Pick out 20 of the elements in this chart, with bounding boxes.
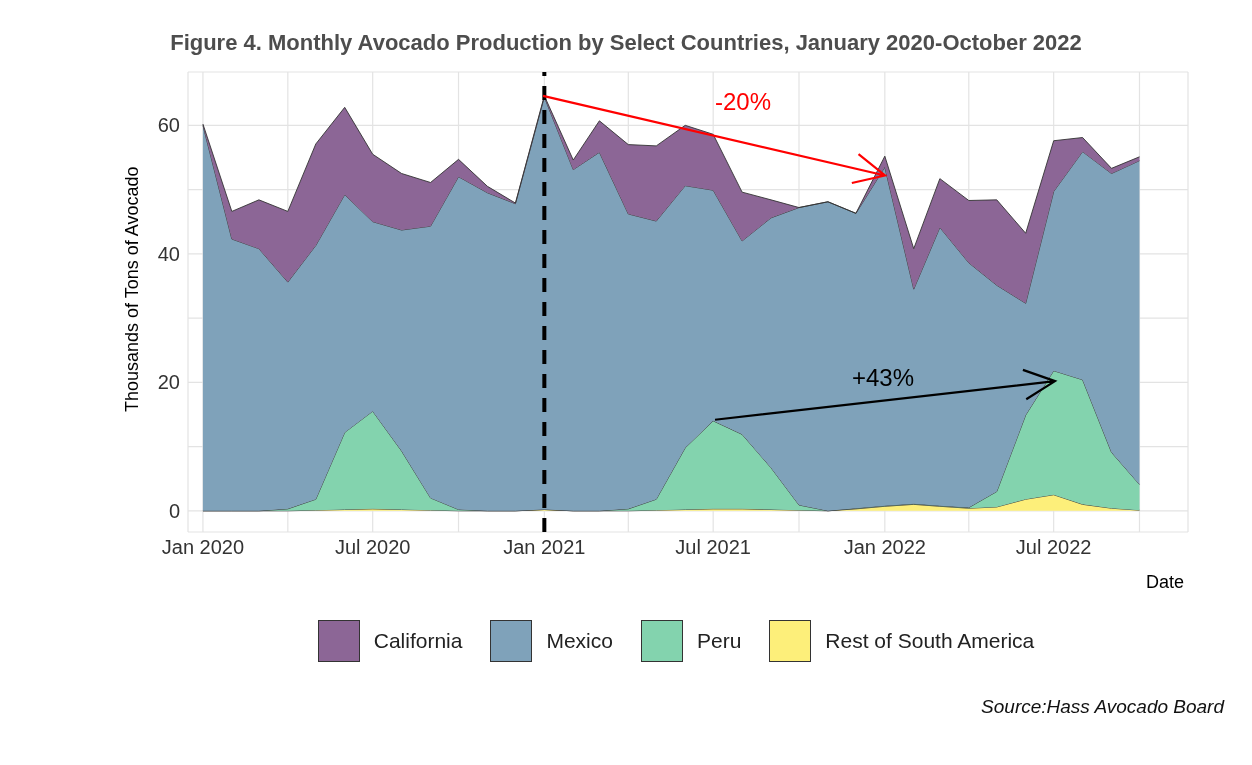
y-tick-label: 40 [157, 242, 180, 265]
x-axis-title: Date [1145, 572, 1184, 592]
legend-label: California [373, 629, 463, 653]
x-tick-label: Jan 2020 [161, 536, 245, 559]
legend-label: Rest of South America [825, 629, 1035, 653]
source-note: Source:Hass Avocado Board [980, 696, 1226, 718]
y-axis-title: Thousands of Tons of Avocado [122, 166, 143, 412]
annotation: +43% [851, 363, 915, 391]
y-tick-label: 60 [157, 114, 180, 137]
x-tick-label: Jul 2022 [1015, 536, 1092, 559]
y-tick-label: 20 [157, 371, 180, 394]
legend-label: Mexico [546, 629, 613, 653]
x-tick-label: Jul 2020 [334, 536, 411, 559]
legend-label: Peru [696, 629, 742, 653]
chart-title: Figure 4. Monthly Avocado Production by Select Countries, January 2020-October 2022 [169, 29, 1083, 57]
x-tick-label: Jul 2021 [675, 536, 751, 559]
y-tick-label: 0 [168, 499, 180, 522]
x-tick-label: Jan 2022 [843, 536, 926, 559]
x-tick-label: Jan 2021 [503, 536, 586, 559]
annotation: -20% [714, 88, 772, 116]
